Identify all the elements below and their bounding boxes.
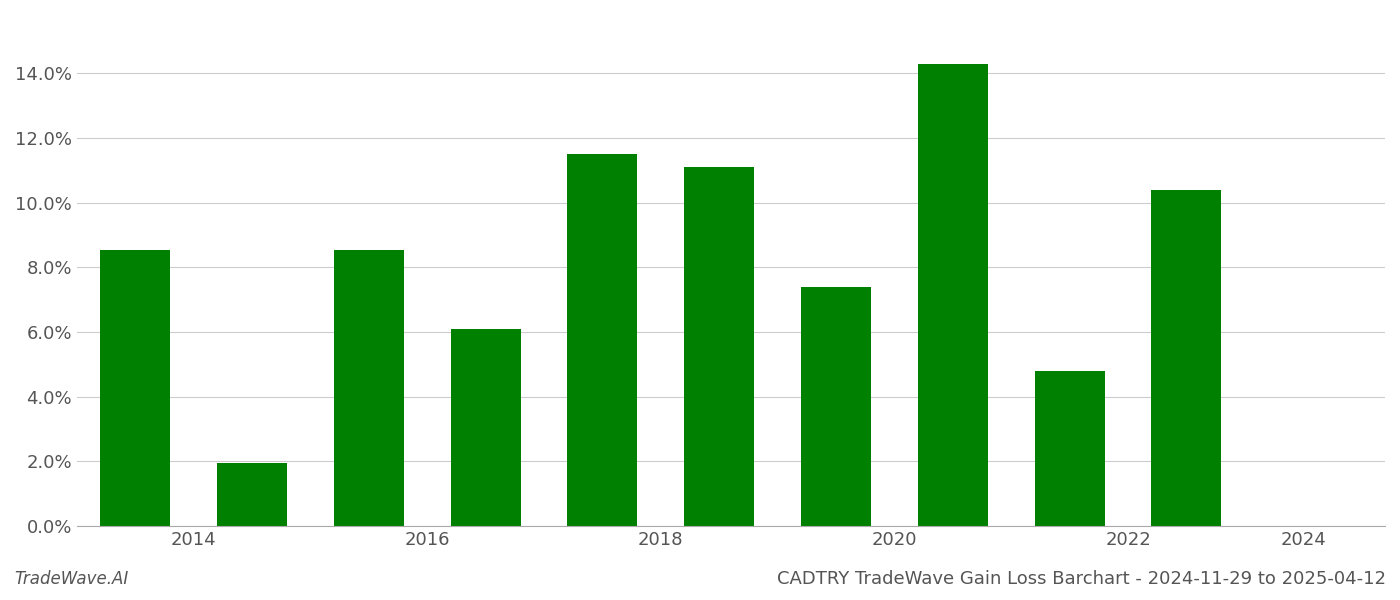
Bar — [801, 287, 871, 526]
Bar — [1151, 190, 1221, 526]
Bar — [101, 250, 171, 526]
Bar — [217, 463, 287, 526]
Text: TradeWave.AI: TradeWave.AI — [14, 570, 129, 588]
Text: CADTRY TradeWave Gain Loss Barchart - 2024-11-29 to 2025-04-12: CADTRY TradeWave Gain Loss Barchart - 20… — [777, 570, 1386, 588]
Bar — [685, 167, 755, 526]
Bar — [451, 329, 521, 526]
Bar — [567, 154, 637, 526]
Bar — [333, 250, 403, 526]
Bar — [918, 64, 988, 526]
Bar — [1035, 371, 1105, 526]
